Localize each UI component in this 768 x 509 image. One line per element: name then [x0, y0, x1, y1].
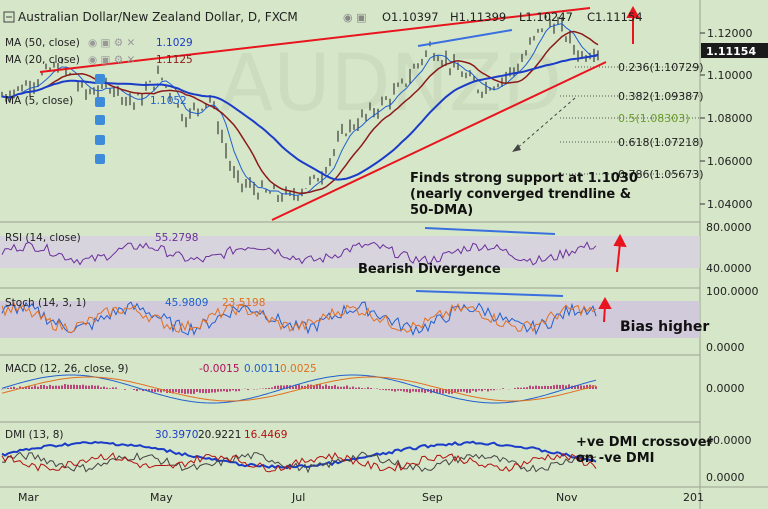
time-tick: Jul [291, 491, 305, 504]
dmi-tick: 40.0000 [706, 434, 752, 447]
macd-line [1, 374, 597, 404]
macd-pane [1, 374, 597, 404]
dmi-adx-value: 30.3970 [155, 429, 198, 441]
bias-annotation: Bias higher [620, 319, 709, 335]
fib-label: 0.236(1.10729) [618, 61, 704, 74]
macd-value-3: 0.0025 [280, 363, 317, 375]
svg-text:+ve DMI crossover: +ve DMI crossover [576, 435, 714, 450]
fib-label: 0.786(1.05673) [618, 168, 704, 181]
stoch-band [0, 301, 700, 338]
ohlc-high: H1.11399 [450, 10, 506, 24]
ohlc-close: C1.11154 [587, 10, 643, 24]
dmi-minus-value: 16.4469 [244, 429, 287, 441]
dmi-label: DMI (13, 8) [5, 429, 64, 441]
rsi-pane [1, 241, 597, 266]
time-tick: Sep [422, 491, 443, 504]
dashed-projection-arrow [514, 97, 576, 151]
ma5-line [1, 22, 599, 196]
svg-text:(nearly converged trendline &: (nearly converged trendline & [410, 187, 631, 202]
ma20-label: MA (20, close) [5, 54, 80, 66]
settings-icons[interactable]: ◉ ▣ [343, 11, 367, 24]
time-tick: May [150, 491, 173, 504]
dmi-pane [1, 440, 597, 474]
fib-label: 0.618(1.07218) [618, 136, 704, 149]
price-tick: 1.08000 [707, 112, 753, 125]
price-tick: 1.10000 [707, 69, 753, 82]
macd-label: MACD (12, 26, close, 9) [5, 363, 128, 375]
price-tick: 1.06000 [707, 155, 753, 168]
dmi-plus-line [1, 451, 597, 474]
rsi-label: RSI (14, close) [5, 232, 81, 244]
stoch-k-value: 45.9809 [165, 297, 208, 309]
collapse-icon[interactable] [3, 11, 15, 23]
macd-value-2: 0.0011 [244, 363, 281, 375]
stoch-pane [1, 301, 597, 337]
last-price-label: 1.11154 [706, 45, 756, 58]
header: Australian Dollar/New Zealand Dollar, D,… [3, 10, 643, 24]
stoch-d-value: 23.5198 [222, 297, 265, 309]
svg-text:Finds strong support at 1.1030: Finds strong support at 1.1030 [410, 171, 638, 186]
ma5-value: 1.1052 [150, 95, 187, 107]
ohlc-open: O1.10397 [382, 10, 439, 24]
ma50-value: 1.1029 [156, 37, 193, 49]
support-annotation: Finds strong support at 1.1030 (nearly c… [410, 171, 638, 218]
time-tick: Nov [556, 491, 578, 504]
macd-value-1: -0.0015 [199, 363, 240, 375]
indicator-axis: 80.0000 40.0000 100.0000 0.0000 0.0000 4… [706, 221, 759, 484]
fib-labels: 0.236(1.10729) 0.382(1.09387) 0.5(1.0830… [618, 61, 704, 181]
chart-title: Australian Dollar/New Zealand Dollar, D,… [18, 10, 298, 24]
ma20-value: 1.1125 [156, 54, 193, 66]
stoch-label: Stoch (14, 3, 1) [5, 297, 86, 309]
rsi-divergence-line [424, 227, 556, 235]
price-axis: 1.12000 1.10000 1.08000 1.06000 1.04000 [700, 27, 753, 211]
fib-label: 0.382(1.09387) [618, 90, 704, 103]
stoch-d-line [1, 301, 597, 334]
time-axis: Mar May Jul Sep Nov 201 [18, 491, 704, 504]
last-price-box [701, 43, 768, 58]
legend-icons[interactable]: ◉ ▣ ⚙ ✕ [88, 54, 135, 66]
macd-signal-line [1, 376, 597, 402]
ma50-label: MA (50, close) [5, 37, 80, 49]
rsi-value: 55.2798 [155, 232, 198, 244]
dmi-annotation: +ve DMI crossover on -ve DMI [576, 435, 714, 466]
fib-label: 0.5(1.08303) [618, 112, 690, 125]
lower-trendline [271, 61, 607, 221]
rsi-tick: 80.0000 [706, 221, 752, 234]
watermark: AUDNZD [220, 39, 562, 129]
svg-text:50-DMA): 50-DMA) [410, 203, 473, 218]
upper-trendline [39, 7, 591, 73]
indicator-buttons[interactable] [95, 74, 105, 164]
svg-text:on -ve DMI: on -ve DMI [576, 451, 655, 466]
price-tick: 1.04000 [707, 198, 753, 211]
legend-icons[interactable]: ◉ ▣ ⚙ ✕ [88, 37, 135, 49]
indicator-labels: RSI (14, close) 55.2798 Stoch (14, 3, 1)… [5, 232, 317, 441]
ohlc-low: L1.10247 [519, 10, 573, 24]
time-tick: Mar [18, 491, 39, 504]
rsi-tick: 40.0000 [706, 262, 752, 275]
macd-tick: 0.0000 [706, 382, 745, 395]
dmi-plus-value: 20.9221 [198, 429, 241, 441]
dmi-minus-line [1, 451, 597, 473]
stoch-tick: 0.0000 [706, 341, 745, 354]
stoch-tick: 100.0000 [706, 285, 759, 298]
fib-lines [560, 66, 700, 175]
price-tick: 1.12000 [707, 27, 753, 40]
divergence-annotation: Bearish Divergence [358, 262, 501, 277]
rsi-line [1, 241, 597, 266]
red-arrows [598, 5, 640, 323]
ma-legend: MA (50, close) ◉ ▣ ⚙ ✕ 1.1029 MA (20, cl… [5, 37, 193, 107]
dashed-arrow-head [512, 144, 521, 152]
ma5-label: MA (5, close) [5, 95, 73, 107]
price-divergence-line [417, 29, 513, 47]
dmi-tick: 0.0000 [706, 471, 745, 484]
stoch-divergence-line [415, 290, 564, 297]
time-tick: 201 [683, 491, 704, 504]
